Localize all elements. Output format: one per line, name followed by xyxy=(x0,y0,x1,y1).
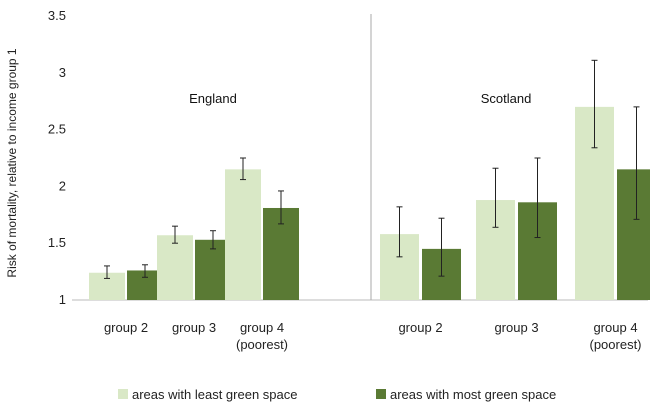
error-bar xyxy=(172,225,178,244)
panel-england: England group 2 group 3 group 4 (poorest) xyxy=(89,91,299,352)
x-category-label: (poorest) xyxy=(236,337,288,352)
y-axis-label: Risk of mortality, relative to income gr… xyxy=(5,48,19,278)
y-tick-label: 3 xyxy=(59,65,66,80)
y-tick-label: 2.5 xyxy=(48,122,66,137)
error-bar xyxy=(142,264,148,278)
legend-label: areas with least green space xyxy=(132,387,297,402)
y-tick-label: 1.5 xyxy=(48,235,66,250)
error-bar xyxy=(591,59,598,149)
x-category-label: group 4 xyxy=(240,320,284,335)
bar xyxy=(617,169,650,300)
bar xyxy=(225,169,261,300)
y-tick-label: 2 xyxy=(59,178,66,193)
x-category-label: group 2 xyxy=(398,320,442,335)
x-category-label: group 3 xyxy=(172,320,216,335)
legend: areas with least green space areas with m… xyxy=(118,387,556,402)
panel-label: England xyxy=(189,91,237,106)
legend-swatch xyxy=(376,389,386,399)
y-tick-label: 3.5 xyxy=(48,8,66,23)
legend-label: areas with most green space xyxy=(390,387,556,402)
x-category-label: group 4 xyxy=(593,320,637,335)
error-bar xyxy=(633,106,640,220)
legend-swatch xyxy=(118,389,128,399)
error-bar xyxy=(396,206,403,258)
x-category-label: (poorest) xyxy=(589,337,641,352)
error-bar xyxy=(210,230,216,250)
error-bar xyxy=(240,157,246,181)
error-bar xyxy=(534,157,541,239)
error-bar xyxy=(438,217,445,277)
error-bar xyxy=(492,167,499,228)
y-tick-label: 1 xyxy=(59,292,66,307)
error-bar xyxy=(104,265,110,279)
panel-label: Scotland xyxy=(481,91,532,106)
error-bar xyxy=(278,190,284,225)
y-axis-ticks: 1 1.5 2 2.5 3 3.5 xyxy=(48,8,66,307)
panel-scotland: Scotland group 2 group 3 group 4 (poorest) xyxy=(380,59,650,352)
bar xyxy=(157,235,193,300)
x-category-label: group 3 xyxy=(494,320,538,335)
x-category-label: group 2 xyxy=(104,320,148,335)
